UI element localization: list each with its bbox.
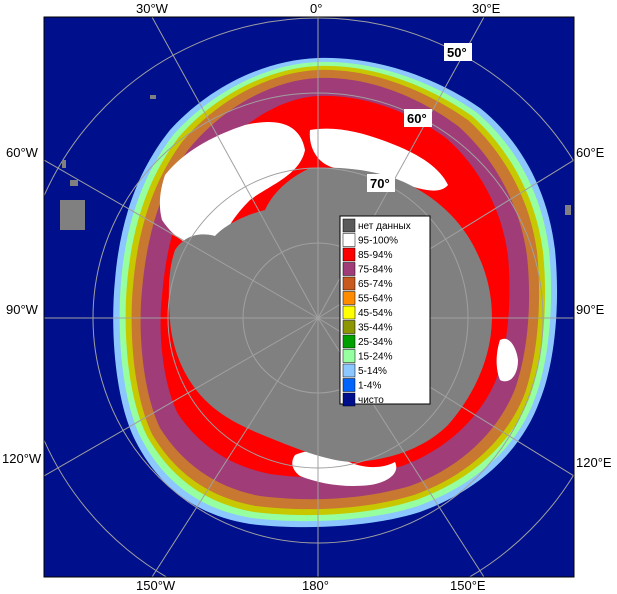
lon-label-180: 180° [302, 578, 329, 593]
legend-swatch [342, 378, 356, 392]
legend-label: 45-54% [358, 308, 393, 319]
legend: нет данных 95-100% 85-94% 75-84% 65-74% 55-64… [339, 215, 431, 407]
legend-label: 5-14% [358, 366, 387, 377]
ice-patch-white-east2 [496, 338, 518, 382]
lon-label-60w: 60°W [6, 145, 39, 160]
legend-label: 15-24% [358, 352, 393, 363]
legend-label: 35-44% [358, 323, 393, 334]
legend-swatch [342, 262, 356, 276]
legend-label: 75-84% [358, 265, 393, 276]
legend-label: 25-34% [358, 337, 393, 348]
lat-label-70: 70° [370, 176, 390, 191]
legend-swatch [342, 218, 356, 233]
map-frame [43, 16, 575, 578]
legend-swatch [342, 349, 356, 363]
legend-swatch [342, 276, 356, 291]
lon-label-30e-top: 30°E [472, 1, 501, 16]
legend-label: 95-100% [358, 236, 398, 247]
legend-swatch [342, 392, 356, 407]
lon-label-90w: 90°W [6, 302, 39, 317]
lat-label-50-bg [444, 43, 472, 61]
lon-label-150e: 150°E [450, 578, 486, 593]
legend-label: нет данных [358, 221, 411, 232]
lon-label-120w: 120°W [2, 451, 42, 466]
legend-label: 65-74% [358, 279, 393, 290]
legend-label: 1-4% [358, 381, 381, 392]
lon-label-60e: 60°E [576, 145, 605, 160]
legend-label: 55-64% [358, 294, 393, 305]
legend-swatch [342, 334, 356, 349]
legend-swatch [342, 233, 356, 247]
lon-label-30w-top: 30°W [136, 1, 169, 16]
ice-patch-white-weddell [159, 121, 305, 255]
lat-label-50: 50° [447, 45, 467, 60]
lon-label-120e: 120°E [576, 455, 612, 470]
no-data-speckles [60, 95, 571, 230]
lon-label-0-top: 0° [310, 1, 322, 16]
legend-swatch [342, 291, 356, 305]
legend-label: 85-94% [358, 250, 393, 261]
legend-swatch [342, 247, 356, 262]
legend-swatch [342, 305, 356, 320]
legend-swatch [342, 320, 356, 334]
lat-label-60-bg [404, 109, 432, 127]
legend-swatch [342, 363, 356, 378]
lat-label-70-bg [367, 174, 395, 192]
legend-label: чисто [358, 395, 384, 406]
lon-label-150w: 150°W [136, 578, 176, 593]
ice-patch-white-east [309, 128, 448, 191]
lat-label-60: 60° [407, 111, 427, 126]
lon-label-90e: 90°E [576, 302, 605, 317]
